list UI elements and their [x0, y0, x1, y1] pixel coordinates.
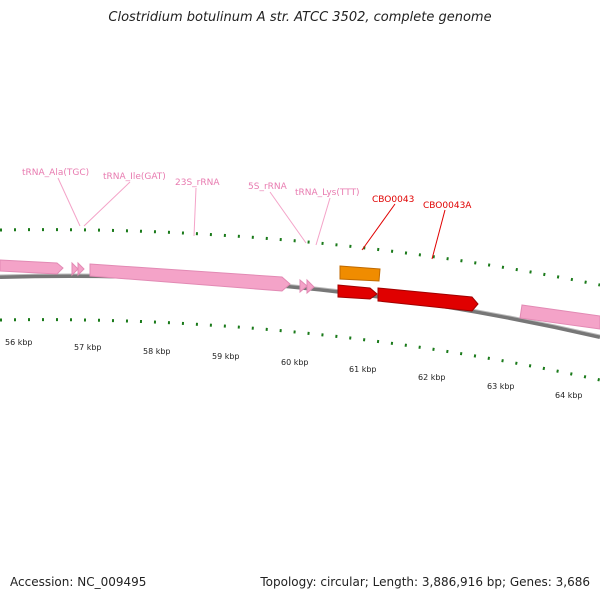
label-trna-lys: tRNA_Lys(TTT)	[295, 188, 360, 198]
tick-label: 61 kbp	[349, 365, 377, 374]
tick-label: 58 kbp	[143, 347, 171, 356]
tick-label: 63 kbp	[487, 382, 515, 391]
label-23s-rrna: 23S_rRNA	[175, 178, 220, 188]
label-cbo0043: CBO0043	[372, 195, 414, 205]
tick-label: 59 kbp	[212, 352, 240, 361]
label-trna-ala: tRNA_Ala(TGC)	[22, 168, 89, 178]
feature-rna-right[interactable]	[519, 304, 600, 330]
feature-cbo0043-orange[interactable]	[339, 265, 381, 282]
tick-label: 57 kbp	[74, 343, 102, 352]
label-cbo0043a: CBO0043A	[423, 201, 472, 211]
map-title: Clostridium botulinum A str. ATCC 3502, …	[108, 10, 492, 25]
topology-text: Topology: circular; Length: 3,886,916 bp…	[260, 575, 590, 589]
inner-scale	[0, 318, 600, 382]
accession-text: Accession: NC_009495	[10, 575, 147, 589]
feature-trna-ile[interactable]	[77, 261, 85, 277]
tick-label: 64 kbp	[555, 391, 583, 400]
feature-trna-lys[interactable]	[306, 278, 315, 295]
tick-label: 56 kbp	[5, 338, 33, 347]
tick-label: 62 kbp	[418, 373, 446, 382]
feature-23s-rrna[interactable]	[89, 263, 291, 292]
feature-5s-rrna[interactable]	[299, 278, 308, 294]
outer-scale	[0, 228, 600, 287]
label-5s-rrna: 5S_rRNA	[248, 182, 288, 192]
feature-cbo0043[interactable]	[337, 284, 378, 300]
feature-trna-ala[interactable]	[71, 261, 79, 277]
label-trna-ile: tRNA_Ile(GAT)	[103, 172, 166, 182]
tick-label: 60 kbp	[281, 358, 309, 367]
cds-leader-lines	[361, 203, 446, 260]
feature-rna-1[interactable]	[0, 259, 64, 275]
feature-cbo0043a[interactable]	[377, 287, 479, 312]
rna-leader-lines	[57, 177, 331, 246]
